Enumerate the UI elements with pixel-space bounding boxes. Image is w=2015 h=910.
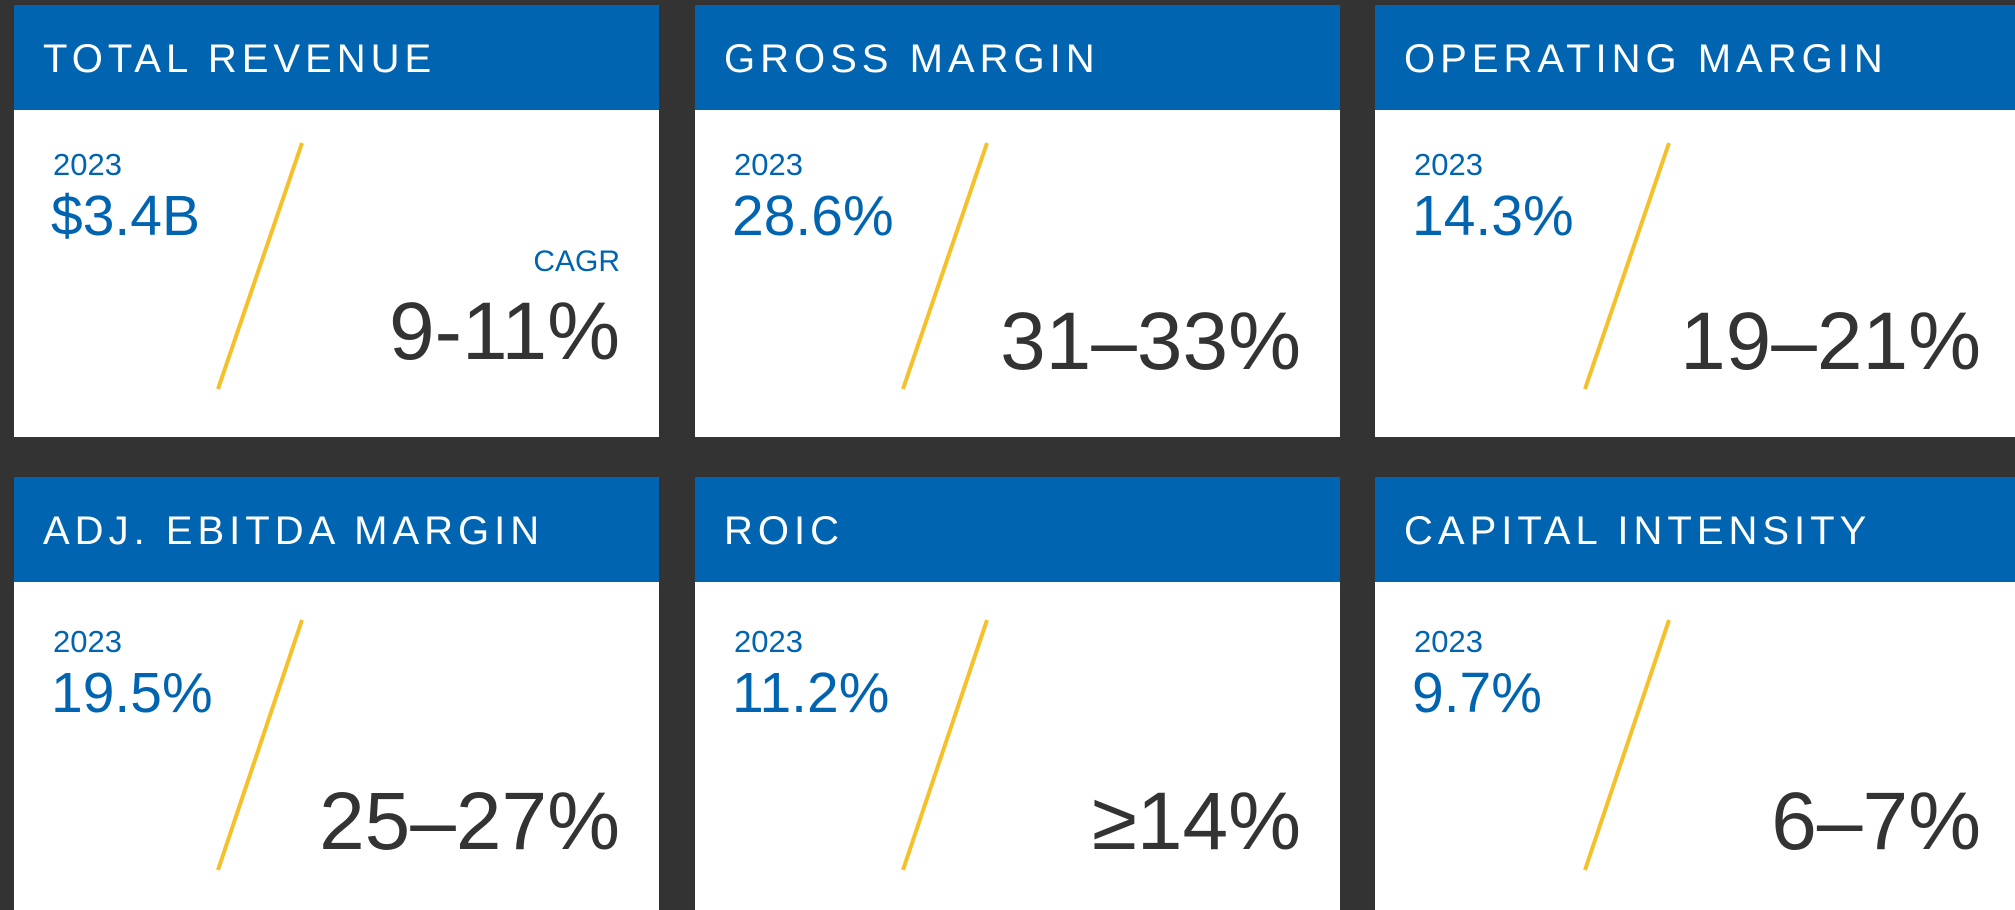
- year-label: 2023: [734, 147, 803, 182]
- card-header: CAPITAL INTENSITY: [1375, 477, 2015, 582]
- target-value: ≥14%: [1091, 776, 1301, 867]
- card-header: ROIC: [695, 477, 1340, 582]
- divider-slash: [1583, 142, 1671, 390]
- card-title: ROIC: [724, 509, 844, 553]
- kpi-card: ROIC 2023 11.2% ≥14%: [695, 477, 1340, 910]
- card-title: GROSS MARGIN: [724, 37, 1100, 81]
- card-title: TOTAL REVENUE: [43, 37, 437, 81]
- target-label: CAGR: [533, 245, 620, 278]
- slash-line: [216, 142, 304, 390]
- kpi-card: ADJ. EBITDA MARGIN 2023 19.5% 25–27%: [14, 477, 659, 910]
- target-value: 6–7%: [1771, 776, 1981, 867]
- divider-slash: [216, 142, 304, 390]
- card-title: CAPITAL INTENSITY: [1404, 509, 1872, 553]
- year-label: 2023: [1414, 624, 1483, 659]
- slash-line: [901, 142, 989, 390]
- year-label: 2023: [734, 624, 803, 659]
- kpi-card: TOTAL REVENUE 2023 $3.4B CAGR 9-11%: [14, 5, 659, 437]
- slash-line: [216, 619, 304, 871]
- slash-line: [1583, 142, 1671, 390]
- card-title: OPERATING MARGIN: [1404, 37, 1888, 81]
- current-value: 19.5%: [51, 661, 213, 725]
- kpi-card: CAPITAL INTENSITY 2023 9.7% 6–7%: [1375, 477, 2015, 910]
- slash-line: [1583, 619, 1671, 871]
- current-value: $3.4B: [51, 184, 200, 248]
- year-label: 2023: [1414, 147, 1483, 182]
- current-value: 9.7%: [1412, 661, 1542, 725]
- target-value: 25–27%: [319, 776, 620, 867]
- kpi-card: OPERATING MARGIN 2023 14.3% 19–21%: [1375, 5, 2015, 437]
- current-value: 28.6%: [732, 184, 894, 248]
- divider-slash: [901, 142, 989, 390]
- current-value: 11.2%: [732, 661, 890, 725]
- year-label: 2023: [53, 624, 122, 659]
- target-value: 19–21%: [1680, 296, 1981, 387]
- card-header: TOTAL REVENUE: [14, 5, 659, 110]
- year-label: 2023: [53, 147, 122, 182]
- divider-slash: [901, 619, 989, 871]
- current-value: 14.3%: [1412, 184, 1574, 248]
- kpi-card: GROSS MARGIN 2023 28.6% 31–33%: [695, 5, 1340, 437]
- slash-line: [901, 619, 989, 871]
- divider-slash: [1583, 619, 1671, 871]
- target-value: 31–33%: [1000, 296, 1301, 387]
- card-header: ADJ. EBITDA MARGIN: [14, 477, 659, 582]
- divider-slash: [216, 619, 304, 871]
- card-header: OPERATING MARGIN: [1375, 5, 2015, 110]
- card-header: GROSS MARGIN: [695, 5, 1340, 110]
- target-value: 9-11%: [389, 286, 620, 377]
- card-title: ADJ. EBITDA MARGIN: [43, 509, 545, 553]
